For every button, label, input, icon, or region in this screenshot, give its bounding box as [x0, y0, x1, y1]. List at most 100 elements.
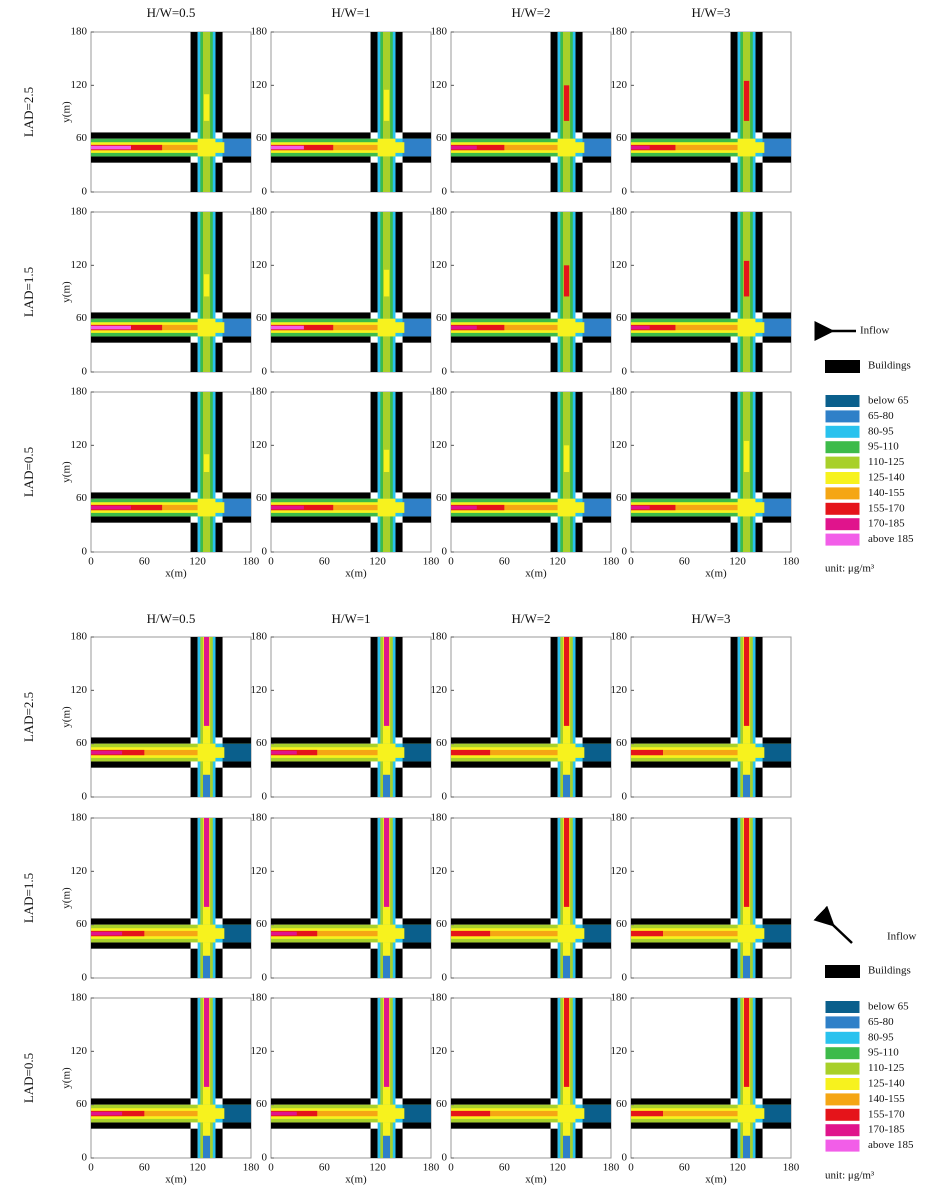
y-tick-label: 0	[82, 546, 88, 558]
field-cell	[743, 336, 751, 372]
field-cell	[631, 1111, 647, 1116]
field-cell	[377, 138, 396, 157]
legend-swatch	[824, 517, 861, 532]
building	[762, 516, 791, 523]
x-axis-label: x(m)	[705, 1174, 727, 1186]
field-cell	[203, 516, 211, 552]
field-cell	[631, 324, 676, 331]
building	[550, 948, 558, 978]
x-tick-label: 120	[729, 556, 746, 568]
building	[190, 818, 198, 919]
field-cell	[222, 1104, 251, 1123]
building	[631, 516, 731, 523]
building	[395, 212, 403, 313]
building	[370, 767, 378, 797]
panel-frame	[450, 391, 612, 553]
building	[402, 942, 431, 949]
legend-swatch	[824, 1000, 861, 1014]
building	[631, 1122, 731, 1129]
column-title: H/W=2	[511, 5, 550, 20]
y-tick-label: 120	[431, 684, 448, 696]
y-tick-label: 180	[431, 26, 448, 38]
field-cell	[383, 998, 390, 1087]
building	[271, 492, 371, 499]
y-tick-label: 120	[251, 865, 268, 877]
field-cell	[383, 516, 391, 552]
field-cell	[222, 138, 251, 157]
building	[370, 948, 378, 978]
field-cell	[631, 144, 676, 151]
building	[402, 336, 431, 343]
y-tick-label: 120	[71, 865, 88, 877]
building	[222, 132, 251, 139]
building	[730, 522, 738, 552]
field-cell	[91, 325, 131, 330]
field-cell	[383, 336, 391, 372]
building	[755, 522, 763, 552]
row-label: LAD=2.5	[21, 87, 36, 137]
field-cell	[631, 144, 738, 151]
field-cell	[743, 818, 750, 907]
building	[402, 312, 431, 319]
building	[550, 342, 558, 372]
field-cell	[402, 498, 431, 517]
building	[402, 737, 431, 744]
building	[402, 132, 431, 139]
y-tick-label: 120	[611, 259, 628, 271]
building	[582, 132, 611, 139]
field-cell	[563, 637, 570, 726]
y-tick-label: 0	[442, 972, 448, 984]
building	[451, 312, 551, 319]
field-cell	[91, 931, 123, 936]
field-cell	[451, 324, 505, 331]
y-tick-label: 120	[251, 79, 268, 91]
field-cell	[451, 144, 505, 151]
field-cell	[743, 80, 750, 121]
inflow-label: Inflow	[887, 931, 916, 943]
building	[550, 767, 558, 797]
field-cell	[203, 955, 211, 978]
field-cell	[383, 1135, 391, 1158]
field-cell	[203, 212, 211, 319]
building	[215, 392, 223, 493]
field-cell	[383, 392, 391, 499]
building	[395, 948, 403, 978]
y-axis-label: y(m)	[61, 706, 73, 728]
y-tick-label: 60	[256, 312, 268, 324]
legend-label: 140-155	[868, 1093, 905, 1105]
x-tick-label: 180	[423, 1162, 440, 1174]
field-cell	[762, 924, 791, 943]
field-cell	[451, 931, 472, 936]
field-cell	[582, 318, 611, 337]
field-cell	[631, 931, 647, 936]
field-cell	[377, 924, 396, 943]
x-tick-label: 120	[369, 1162, 386, 1174]
buildings-swatch	[825, 965, 860, 978]
unit-label: unit: μg/m³	[825, 1170, 875, 1182]
field-cell	[557, 743, 576, 762]
x-tick-label: 0	[448, 1162, 454, 1174]
field-cell	[91, 750, 123, 755]
building	[402, 156, 431, 163]
y-tick-label: 60	[256, 737, 268, 749]
field-cell	[271, 145, 304, 150]
panel	[90, 997, 252, 1159]
field-cell	[557, 1104, 576, 1123]
y-tick-label: 60	[76, 312, 88, 324]
building	[550, 818, 558, 919]
field-cell	[737, 498, 756, 517]
field-cell	[222, 743, 251, 762]
building	[370, 818, 378, 919]
field-cell	[402, 138, 431, 157]
building	[631, 1098, 731, 1105]
building	[730, 162, 738, 192]
y-tick-label: 60	[76, 1098, 88, 1110]
x-tick-label: 60	[499, 1162, 511, 1174]
field-cell	[737, 1104, 756, 1123]
panel-frame	[270, 31, 432, 193]
building	[91, 156, 191, 163]
building	[271, 132, 371, 139]
building	[762, 761, 791, 768]
building	[91, 942, 191, 949]
y-tick-label: 180	[251, 26, 268, 38]
